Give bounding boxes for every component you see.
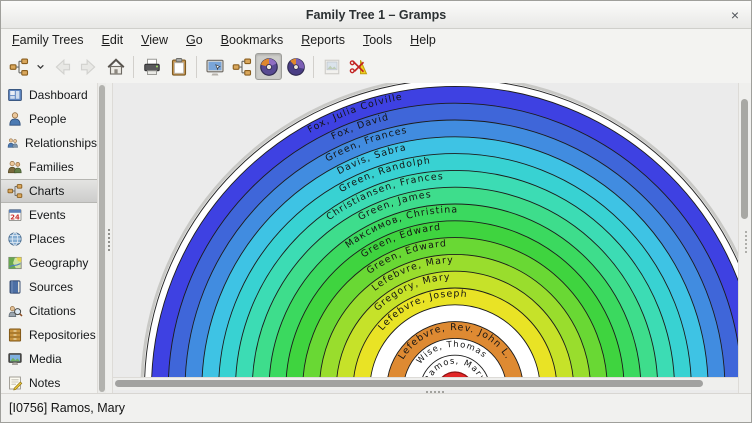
sidebar-item-families[interactable]: Families (1, 155, 97, 179)
fan-chart[interactable]: Ramos, MaryWise, ThomasLefebvre, Rev. Jo… (113, 83, 739, 378)
family-trees-dropdown[interactable] (32, 53, 48, 80)
menu-bookmarks[interactable]: Bookmarks (212, 30, 293, 50)
sidebar-item-label: Media (29, 352, 62, 366)
sidebar-item-label: Dashboard (29, 88, 88, 102)
sidebar-item-label: Repositories (29, 328, 96, 342)
menu-go[interactable]: Go (177, 30, 212, 50)
dashboard-icon (7, 87, 23, 103)
main-area: Dashboard People Relationships Families Char… (1, 83, 751, 394)
sidebar-item-notes[interactable]: Notes (1, 371, 97, 394)
statusbar: [I0756] Ramos, Mary (1, 393, 751, 422)
toolbar (1, 50, 751, 84)
relationships-icon (7, 135, 19, 151)
titlebar[interactable]: Family Tree 1 – Gramps × (1, 1, 751, 29)
sidebar-item-events[interactable]: 24 Events (1, 203, 97, 227)
home-icon (106, 57, 126, 77)
sidebar-item-label: Events (29, 208, 66, 222)
sources-icon (7, 279, 23, 295)
cut-button[interactable] (345, 53, 372, 80)
forward-icon (79, 57, 99, 77)
sidebar-item-repositories[interactable]: Repositories (1, 323, 97, 347)
sidebar-item-label: Charts (29, 184, 64, 198)
printer-icon (142, 57, 162, 77)
menu-reports[interactable]: Reports (292, 30, 354, 50)
gramps-window: Family Tree 1 – Gramps × Family TreesEdi… (0, 0, 752, 423)
pedigree-view-button[interactable] (228, 53, 255, 80)
gramps-pedigree-icon (9, 57, 29, 77)
horizontal-scrollbar[interactable] (113, 377, 739, 390)
sidebar-item-label: Relationships (25, 136, 97, 150)
geography-icon (7, 255, 23, 271)
charts-icon (7, 183, 23, 199)
media-button (318, 53, 345, 80)
sidebar-item-media[interactable]: Media (1, 347, 97, 371)
close-button[interactable]: × (728, 1, 742, 28)
menu-family-trees[interactable]: Family Trees (3, 30, 93, 50)
sidebar-item-label: Places (29, 232, 65, 246)
image-icon (322, 57, 342, 77)
people-icon (7, 111, 23, 127)
menu-edit[interactable]: Edit (93, 30, 133, 50)
toolbar-separator (313, 56, 314, 78)
back-icon (52, 57, 72, 77)
repositories-icon (7, 327, 23, 343)
sidebar-item-citations[interactable]: Citations (1, 299, 97, 323)
menu-view[interactable]: View (132, 30, 177, 50)
menu-tools[interactable]: Tools (354, 30, 401, 50)
toolbar-separator (196, 56, 197, 78)
fanchart-half-icon (259, 57, 279, 77)
right-grip-dots (745, 231, 747, 253)
sidebar-item-label: Sources (29, 280, 73, 294)
sidebar-item-charts[interactable]: Charts (1, 179, 97, 203)
sidebar-item-label: Families (29, 160, 74, 174)
clipboard-icon (169, 57, 189, 77)
sidebar-item-geography[interactable]: Geography (1, 251, 97, 275)
navigator-sidebar: Dashboard People Relationships Families Char… (1, 83, 97, 394)
menubar: Family TreesEditViewGoBookmarksReportsTo… (1, 29, 751, 50)
active-person-status: [I0756] Ramos, Mary (9, 401, 125, 415)
sidebar-item-label: People (29, 112, 66, 126)
toolbar-separator (133, 56, 134, 78)
forward-button (75, 53, 102, 80)
sidebar-item-relationships[interactable]: Relationships (1, 131, 97, 155)
pedigree-icon (232, 57, 252, 77)
close-icon: × (731, 7, 739, 23)
fanchart-full-view-button[interactable] (282, 53, 309, 80)
notes-icon (7, 375, 23, 391)
vertical-scrollbar-thumb[interactable] (741, 99, 748, 219)
clipboard-button[interactable] (165, 53, 192, 80)
sidebar-item-dashboard[interactable]: Dashboard (1, 83, 97, 107)
fanchart-view-button[interactable] (255, 53, 282, 80)
sidebar-item-label: Citations (29, 304, 76, 318)
configure-view-button[interactable] (201, 53, 228, 80)
back-button (48, 53, 75, 80)
scissors-icon (349, 57, 369, 77)
fanchart-canvas[interactable]: Ramos, MaryWise, ThomasLefebvre, Rev. Jo… (113, 83, 739, 394)
events-icon: 24 (7, 207, 23, 223)
sidebar-item-places[interactable]: Places (1, 227, 97, 251)
families-icon (7, 159, 23, 175)
chevron-down-icon (34, 60, 47, 73)
fan-chart-area[interactable]: Ramos, MaryWise, ThomasLefebvre, Rev. Jo… (113, 83, 739, 378)
horizontal-scrollbar-thumb[interactable] (115, 380, 703, 387)
home-button[interactable] (102, 53, 129, 80)
citations-icon (7, 303, 23, 319)
pane-splitter[interactable] (106, 83, 113, 394)
fanchart-full-icon (286, 57, 306, 77)
sidebar-item-sources[interactable]: Sources (1, 275, 97, 299)
sidebar-item-label: Geography (29, 256, 88, 270)
sidebar-item-people[interactable]: People (1, 107, 97, 131)
menu-help[interactable]: Help (401, 30, 445, 50)
sidebar-scrollbar-thumb[interactable] (99, 85, 105, 392)
places-icon (7, 231, 23, 247)
family-trees-button[interactable] (5, 53, 32, 80)
screen-config-icon (205, 57, 225, 77)
sidebar-item-label: Notes (29, 376, 60, 390)
svg-text:24: 24 (10, 213, 20, 221)
splitter-grip-dots (108, 229, 110, 251)
window-title: Family Tree 1 – Gramps (306, 8, 446, 22)
print-button[interactable] (138, 53, 165, 80)
media-icon (7, 351, 23, 367)
